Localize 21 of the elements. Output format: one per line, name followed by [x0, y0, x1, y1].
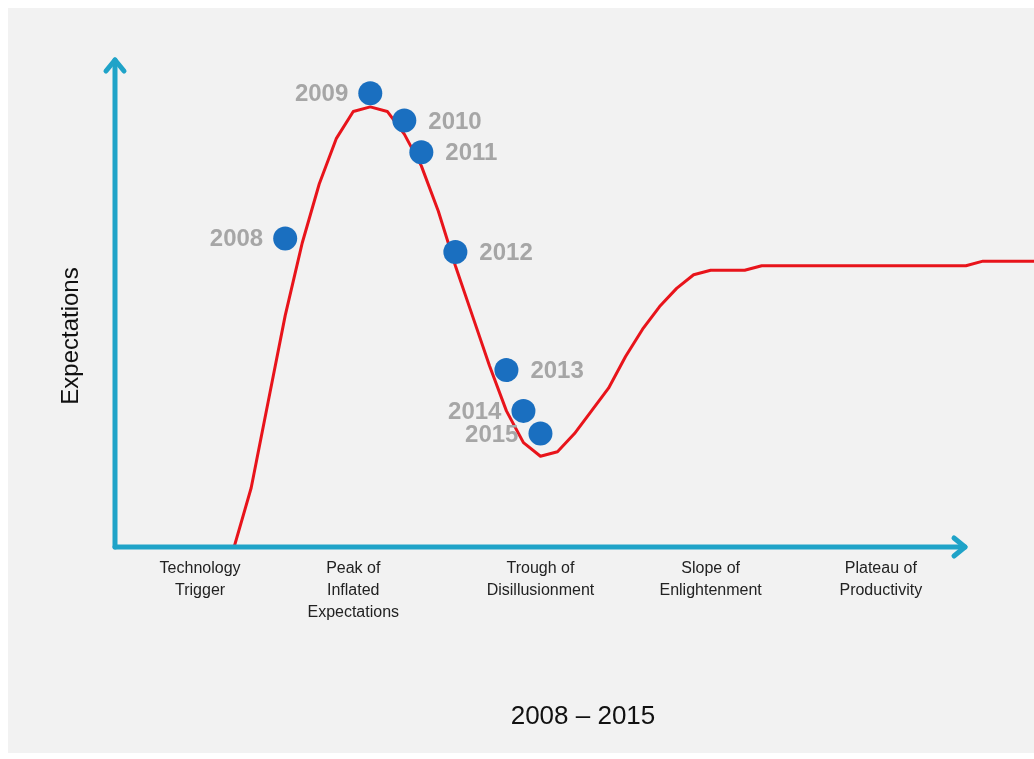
annotation: 2009 [294, 79, 349, 107]
annotation: 2010 [428, 106, 482, 134]
point [392, 108, 417, 133]
point [409, 140, 434, 165]
y-axis-title: Expectations [56, 266, 84, 407]
x-tick-label: Peak of Inflated Expectations [307, 559, 400, 620]
point [273, 226, 298, 251]
x-tick-label: Trough of Disillusionment [486, 559, 595, 598]
point [358, 81, 383, 106]
x-tick-label: Slope of Enlightenment [659, 559, 763, 598]
x-axis-title: 2008 – 2015 [509, 700, 657, 731]
x-tick-label: Plateau of Productivity [839, 559, 923, 598]
point [528, 421, 553, 446]
point [443, 240, 468, 265]
annotation: 2012 [479, 238, 533, 266]
point [494, 358, 519, 383]
x-tick-label: Technology Trigger [159, 559, 241, 598]
point [511, 398, 536, 423]
annotation: 2008 [209, 224, 264, 252]
annotation: 2011 [445, 138, 498, 166]
annotation: 2013 [530, 356, 584, 384]
